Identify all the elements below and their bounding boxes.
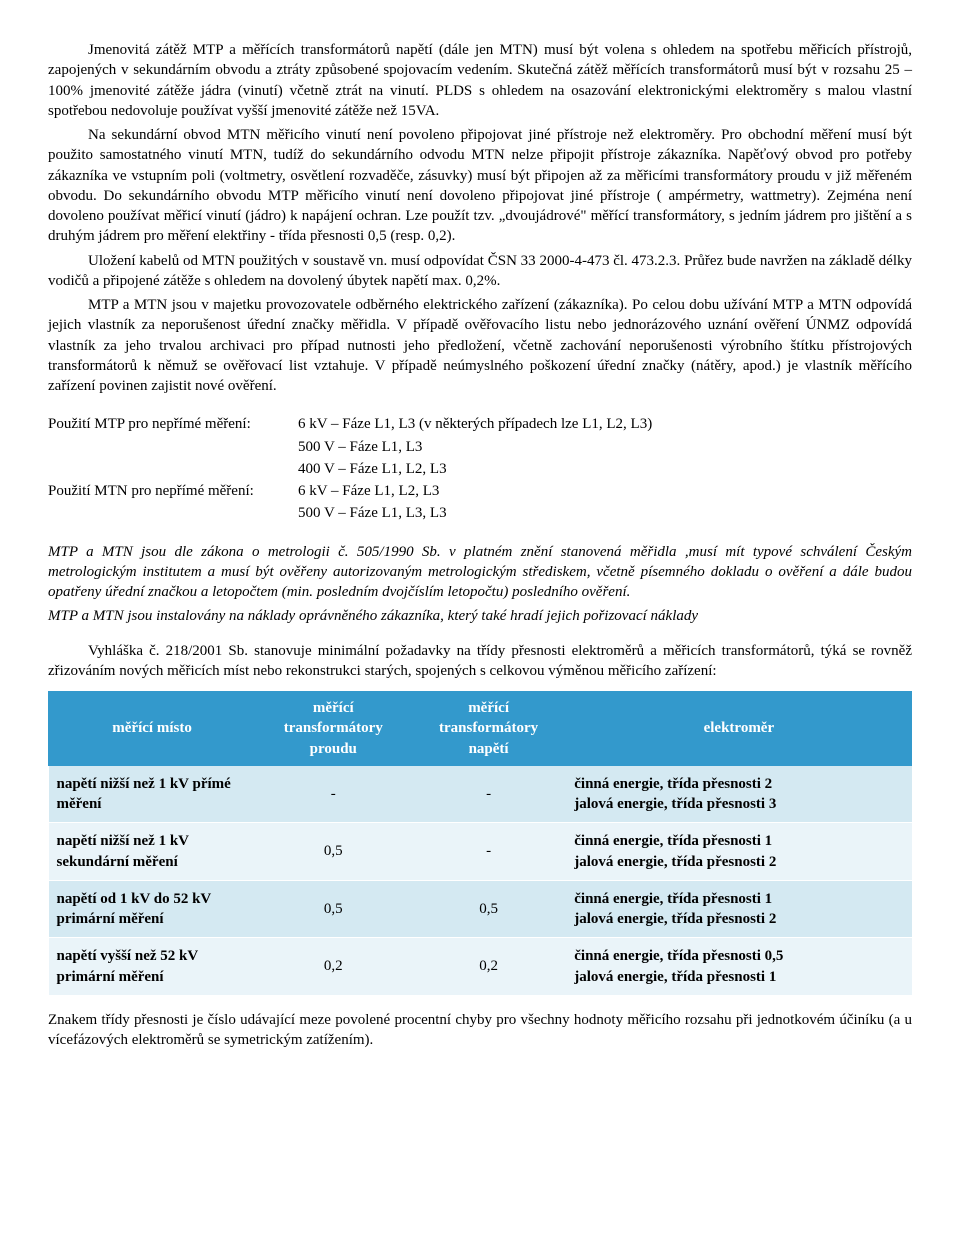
table-row: napětí vyšší než 52 kV primární měření 0… (49, 938, 912, 996)
mtp-value-3: 400 V – Fáze L1, L2, L3 (298, 459, 912, 479)
cell-meter: činná energie, třída přesnosti 2 jalová … (566, 765, 911, 823)
table-header-4: elektroměr (566, 692, 911, 766)
cell-value: 0,5 (256, 823, 411, 881)
paragraph-3: Uložení kabelů od MTN použitých v sousta… (48, 251, 912, 292)
mtp-usage-block: Použití MTP pro nepřímé měření: 6 kV – F… (48, 414, 912, 523)
cell-value: 0,5 (256, 880, 411, 938)
cell-meter: činná energie, třída přesnosti 1 jalová … (566, 823, 911, 881)
cell-value: 0,5 (411, 880, 566, 938)
cell-value: - (411, 765, 566, 823)
cell-value: - (256, 765, 411, 823)
paragraph-4: MTP a MTN jsou v majetku provozovatele o… (48, 295, 912, 396)
cell-label: napětí vyšší než 52 kV primární měření (49, 938, 256, 996)
paragraph-1: Jmenovitá zátěž MTP a měřících transform… (48, 40, 912, 121)
mtp-value-2: 500 V – Fáze L1, L3 (298, 437, 912, 457)
table-header-1: měřící místo (49, 692, 256, 766)
cell-label: napětí nižší než 1 kV sekundární měření (49, 823, 256, 881)
cell-value: 0,2 (411, 938, 566, 996)
paragraph-6: Znakem třídy přesnosti je číslo udávajíc… (48, 1010, 912, 1051)
table-header-2: měřící transformátory proudu (256, 692, 411, 766)
cell-meter: činná energie, třída přesnosti 1 jalová … (566, 880, 911, 938)
cell-value: - (411, 823, 566, 881)
mtn-value-1: 6 kV – Fáze L1, L2, L3 (298, 481, 912, 501)
paragraph-5: Vyhláška č. 218/2001 Sb. stanovuje minim… (48, 641, 912, 682)
cell-meter: činná energie, třída přesnosti 0,5 jalov… (566, 938, 911, 996)
italic-paragraph-1: MTP a MTN jsou dle zákona o metrologii č… (48, 542, 912, 603)
mtn-value-2: 500 V – Fáze L1, L3, L3 (298, 503, 912, 523)
paragraph-2: Na sekundární obvod MTN měřicího vinutí … (48, 125, 912, 247)
mtp-value-1: 6 kV – Fáze L1, L3 (v některých případec… (298, 414, 912, 434)
table-row: napětí nižší než 1 kV sekundární měření … (49, 823, 912, 881)
cell-value: 0,2 (256, 938, 411, 996)
mtn-label-1: Použití MTN pro nepřímé měření: (48, 481, 298, 501)
cell-label: napětí od 1 kV do 52 kV primární měření (49, 880, 256, 938)
cell-label: napětí nižší než 1 kV přímé měření (49, 765, 256, 823)
table-row: napětí od 1 kV do 52 kV primární měření … (49, 880, 912, 938)
table-row: napětí nižší než 1 kV přímé měření - - č… (49, 765, 912, 823)
accuracy-class-table: měřící místo měřící transformátory proud… (48, 691, 912, 996)
italic-paragraph-2: MTP a MTN jsou instalovány na náklady op… (48, 606, 912, 626)
mtp-label-1: Použití MTP pro nepřímé měření: (48, 414, 298, 434)
table-header-3: měřící transformátory napětí (411, 692, 566, 766)
